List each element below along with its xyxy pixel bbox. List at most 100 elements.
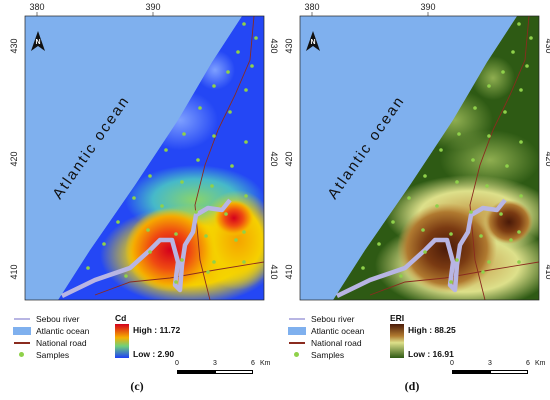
- y-tick-label-right: 410: [544, 264, 550, 279]
- sample-point: [206, 270, 210, 274]
- sample-point: [148, 250, 152, 254]
- sample-point: [449, 280, 453, 284]
- y-tick-label: 430: [9, 38, 19, 53]
- y-tick-label-right: 410: [269, 264, 279, 279]
- sample-point: [439, 148, 443, 152]
- sample-point: [250, 64, 254, 68]
- legend-label: National road: [36, 338, 87, 348]
- hotspot: [125, 208, 215, 292]
- scale-tick: 6: [251, 360, 255, 367]
- ocean-symbol: [287, 325, 307, 337]
- eri-map: 380 390 430 420 410 430 420 410 N Atlant…: [284, 2, 550, 301]
- map-panel-d: 380 390 430 420 410 430 420 410 N Atlant…: [275, 0, 550, 400]
- north-arrow-icon: N: [306, 31, 320, 51]
- cd-map: 380 390 430 420 410 430 420 410 N Atlant…: [9, 2, 279, 301]
- sample-point: [180, 258, 184, 262]
- scale-unit: Km: [535, 360, 546, 367]
- north-arrow-icon: N: [31, 31, 45, 51]
- sample-point: [487, 260, 491, 264]
- legend-item-road: National road: [287, 337, 362, 349]
- scale-tick: 6: [526, 360, 530, 367]
- sample-point: [254, 36, 258, 40]
- sample-symbol: [12, 349, 32, 361]
- panel-label: (d): [404, 379, 420, 393]
- legend-label: National road: [311, 338, 362, 348]
- national-road-2: [369, 261, 539, 296]
- river-symbol: [12, 313, 32, 325]
- sample-point: [194, 210, 198, 214]
- panel-label: (c): [130, 379, 144, 393]
- sample-point: [244, 140, 248, 144]
- sample-point: [182, 132, 186, 136]
- colorbar-high-label: High : 88.25: [408, 325, 456, 335]
- sample-point: [517, 230, 521, 234]
- scale-segment: [177, 370, 215, 374]
- sample-point: [204, 234, 208, 238]
- sample-point: [471, 158, 475, 162]
- sample-point: [212, 84, 216, 88]
- sample-point: [505, 164, 509, 168]
- sample-point: [503, 110, 507, 114]
- sample-point: [499, 212, 503, 216]
- national-road: [469, 16, 530, 300]
- sample-point: [511, 50, 515, 54]
- sample-point: [399, 274, 403, 278]
- legend-label: Sebou river: [311, 314, 355, 324]
- sample-point: [519, 140, 523, 144]
- sample-point: [244, 194, 248, 198]
- legend-item-river: Sebou river: [287, 313, 354, 325]
- colorbar-title: Cd: [115, 313, 127, 323]
- x-tick-label: 390: [420, 2, 435, 12]
- sample-point: [517, 260, 521, 264]
- y-tick-label: 410: [284, 264, 294, 279]
- national-road-2: [94, 261, 264, 296]
- y-tick-label-right: 420: [269, 151, 279, 166]
- colorbar-high-label: High : 11.72: [133, 325, 181, 335]
- legend-label: Atlantic ocean: [36, 326, 90, 336]
- map-panel-c: 380 390 430 420 410 430 420 410 N Atlant…: [9, 2, 279, 393]
- sample-point: [457, 132, 461, 136]
- y-tick-label: 410: [9, 264, 19, 279]
- sample-point: [509, 238, 513, 242]
- coordinate-ticks: 380 390 430 420 410 430 420 410: [284, 2, 550, 280]
- sample-point: [473, 106, 477, 110]
- sample-point: [421, 228, 425, 232]
- scale-bar: 0 3 6 Km: [175, 360, 275, 382]
- legend-item-road: National road: [12, 337, 87, 349]
- legend-label: Samples: [311, 350, 345, 360]
- colorbar-low-label: Low : 16.91: [408, 349, 454, 359]
- map-frame: [299, 15, 540, 301]
- colorbar-low-label: Low : 2.90: [133, 349, 175, 359]
- sample-point: [435, 204, 439, 208]
- north-label: N: [35, 39, 40, 46]
- scale-segment: [490, 370, 528, 374]
- sample-point: [449, 232, 453, 236]
- national-road: [194, 16, 255, 300]
- x-tick-label: 380: [304, 2, 319, 12]
- map-frame: [24, 15, 265, 301]
- legend-item-samples: Samples: [12, 349, 69, 361]
- sample-point: [180, 180, 184, 184]
- scale-unit: Km: [260, 360, 271, 367]
- colorbar-title: ERI: [390, 313, 405, 323]
- sample-point: [242, 260, 246, 264]
- colorbar: [390, 324, 404, 358]
- sample-point: [212, 260, 216, 264]
- sample-point: [519, 88, 523, 92]
- sample-points: [361, 22, 533, 284]
- sample-point: [361, 266, 365, 270]
- colorbar: [115, 324, 129, 358]
- y-tick-label: 420: [9, 151, 19, 166]
- legend-item-ocean: Atlantic ocean: [287, 325, 364, 337]
- y-tick-label: 420: [284, 151, 294, 166]
- sample-point: [160, 204, 164, 208]
- sample-point: [224, 212, 228, 216]
- sample-point: [146, 228, 150, 232]
- sample-point: [228, 110, 232, 114]
- coordinate-ticks: 380 390 430 420 410 430 420 410: [9, 2, 279, 280]
- sample-point: [212, 134, 216, 138]
- scale-tick: 3: [488, 360, 492, 367]
- scale-tick: 0: [450, 360, 454, 367]
- sample-point: [423, 250, 427, 254]
- sample-point: [485, 184, 489, 188]
